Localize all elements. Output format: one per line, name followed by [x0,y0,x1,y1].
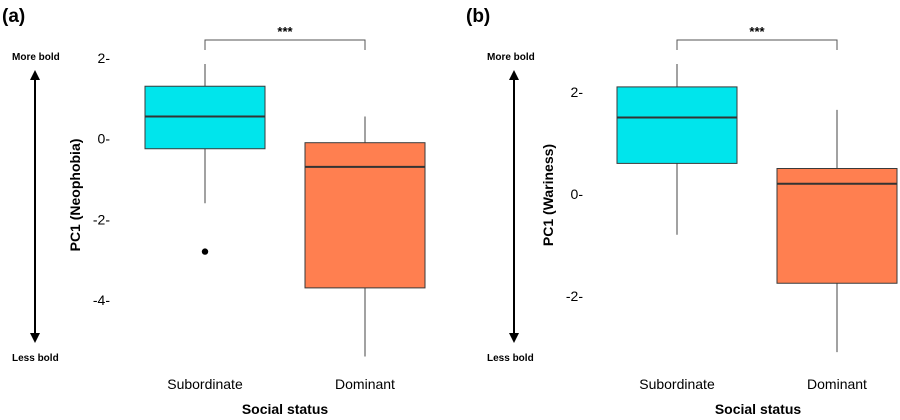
more-bold-label: More bold [12,52,60,63]
box-subordinate [144,85,266,150]
y-axis-title: PC1 (Neophobia) [67,139,83,252]
y-tick-label: 0- [571,186,584,202]
x-category-label: Subordinate [639,376,715,392]
less-bold-label: Less bold [12,353,59,364]
significance-label: *** [749,24,765,39]
x-category-label: Dominant [807,376,867,392]
x-axis-title: Social status [242,401,329,417]
less-bold-label: Less bold [487,353,534,364]
arrow-head-up-icon [30,70,40,80]
y-tick-label: 2- [98,50,111,66]
y-tick-label: 0- [98,131,111,147]
outlier-point [201,248,209,255]
y-axis-title: PC1 (Wariness) [540,144,556,246]
panel-a: (a) More bold Less bold PC1 (Neophobia) 2- 0-… [2,6,426,417]
panel-b: (b) More bold Less bold PC1 (Wariness) 2- 0- -… [466,6,898,417]
x-axis-title: Social status [715,401,802,417]
more-bold-label: More bold [487,52,535,63]
box-dominant [776,168,898,284]
significance-bracket [204,39,366,50]
arrow-head-down-icon [509,333,519,343]
y-tick-label: -4- [93,292,110,308]
panel-label: (b) [466,6,490,27]
y-tick-label: -2- [566,288,583,304]
panel-label: (a) [2,6,25,27]
y-tick-label: 2- [571,84,584,100]
arrow-head-down-icon [30,333,40,343]
significance-label: *** [277,24,293,39]
arrow-head-up-icon [509,70,519,80]
y-tick-label: -2- [93,211,110,227]
significance-bracket [676,39,838,50]
x-category-label: Dominant [335,376,395,392]
x-category-label: Subordinate [167,376,243,392]
box-subordinate [616,86,738,164]
box-dominant [304,142,426,289]
